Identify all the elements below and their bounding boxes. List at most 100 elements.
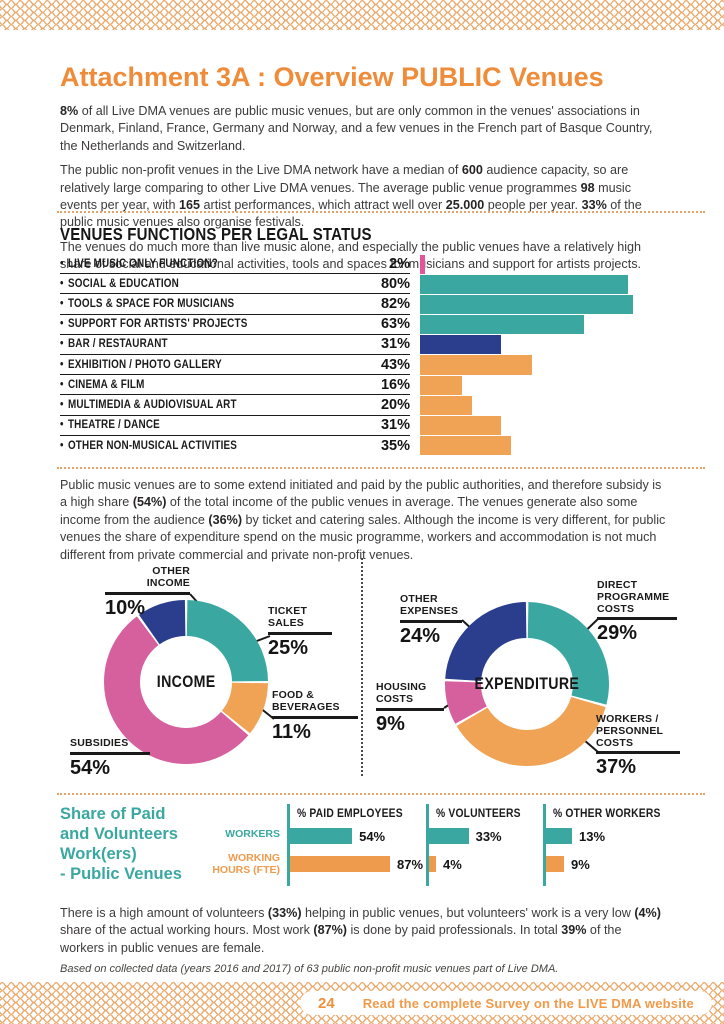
working-hours-row-label: WORKING HOURS (FTE) (212, 852, 280, 877)
text-segment: of the public music venues also organise… (60, 197, 642, 230)
functions-chart-title: VENUES FUNCTIONS PER LEGAL STATUS (60, 224, 372, 244)
function-label: • SUPPORT FOR ARTISTS' PROJECTS (60, 318, 248, 331)
workers-bar-row: 54% (290, 828, 385, 844)
workers-table-column: % PAID EMPLOYEES 54% 87% (287, 804, 424, 886)
intro-paragraph-1: 8% of all Live DMA venues are public mus… (60, 103, 668, 155)
bullet-icon: • (60, 358, 64, 371)
expenditure-donut-chart (445, 602, 609, 766)
function-bar (420, 274, 628, 294)
text-segment: of all Live DMA venues are public music … (60, 104, 653, 153)
function-row: • MULTIMEDIA & AUDIOVISUAL ART 20% (60, 395, 668, 416)
text-segment: people per year. (484, 197, 582, 212)
function-percentage: 31% (380, 417, 410, 434)
text-segment: helping in public venues, but volunteers… (301, 906, 635, 920)
donut-slice (445, 602, 609, 766)
function-label: • EXHIBITION / PHOTO GALLERY (60, 358, 222, 371)
function-label: • MULTIMEDIA & AUDIOVISUAL ART (60, 398, 237, 411)
function-row: • SOCIAL & EDUCATION 80% (60, 274, 668, 295)
highlighted-value: 98 (580, 180, 595, 195)
highlighted-value: 25.000 (445, 197, 485, 212)
function-bar (420, 375, 462, 395)
function-percentage: 63% (380, 316, 410, 333)
workers-bar (429, 856, 436, 872)
page-title: Attachment 3A : Overview PUBLIC Venues (60, 62, 604, 93)
highlighted-value: 33% (581, 197, 607, 212)
workers-bar-row: 13% (546, 828, 605, 844)
bullet-icon: • (60, 439, 64, 452)
highlighted-value: 39% (561, 923, 587, 938)
text-segment: is done by paid professionals. In total (346, 923, 562, 938)
footnote: Based on collected data (years 2016 and … (60, 963, 559, 975)
workers-bar (290, 828, 353, 844)
highlighted-value: (36%) (208, 512, 243, 527)
donut-slice (445, 602, 609, 766)
function-percentage: 82% (380, 295, 410, 312)
bullet-icon: • (60, 338, 64, 351)
function-row: • LIVE MUSIC ONLY FUNCTION? 2% (60, 254, 668, 275)
highlighted-value: (33%) (267, 906, 302, 920)
function-percentage: 80% (380, 275, 410, 292)
function-row: • BAR / RESTAURANT 31% (60, 335, 668, 355)
workers-table-column: % OTHER WORKERS 13% 9% (543, 804, 713, 886)
function-row: • CINEMA & FILM 16% (60, 375, 668, 396)
text-segment: of the total income of the public venues… (60, 495, 638, 527)
bullet-icon: • (60, 277, 64, 290)
text-segment: The public non-profit venues in the Live… (60, 163, 462, 178)
expenditure-label-other-expenses: OTHER EXPENSES 24% (400, 593, 462, 648)
top-zigzag-border (0, 0, 724, 30)
expenditure-donut-center-label: EXPENDITURE (474, 675, 580, 693)
expenditure-label-workers-costs: WORKERS / PERSONNEL COSTS 37% (596, 713, 680, 779)
income-donut-center-label: INCOME (156, 673, 216, 691)
workers-bar-percentage: 4% (443, 856, 462, 872)
donut-slice (104, 600, 268, 764)
function-bar (420, 355, 532, 375)
function-label: • LIVE MUSIC ONLY FUNCTION? (60, 257, 218, 270)
workers-bar-row: 4% (429, 856, 462, 872)
text-segment: There is a high amount of volunteers (60, 906, 268, 920)
workers-row-label: WORKERS (225, 828, 280, 840)
column-header: % VOLUNTEERS (436, 806, 521, 820)
dotted-divider (57, 467, 705, 469)
expenditure-label-housing-costs: HOUSING COSTS 9% (376, 681, 444, 736)
highlighted-value: (87%) (313, 923, 347, 938)
function-label: • THEATRE / DANCE (60, 419, 160, 432)
workers-bar-percentage: 87% (397, 856, 424, 872)
function-bar (420, 436, 511, 456)
bottom-zigzag-border: 24 Read the complete Survey on the LIVE … (0, 982, 724, 1024)
workers-table-title: Share of Paid and Volunteers Work(ers) -… (60, 805, 182, 884)
function-row: • SUPPORT FOR ARTISTS' PROJECTS 63% (60, 315, 668, 335)
bullet-icon: • (60, 398, 64, 411)
workers-bar-percentage: 54% (359, 828, 386, 844)
survey-link[interactable]: Read the complete Survey on the LIVE DMA… (362, 995, 694, 1011)
intro-paragraphs: 8% of all Live DMA venues are public mus… (60, 103, 668, 280)
bullet-icon: • (60, 297, 64, 310)
function-bar (420, 294, 634, 315)
zigzag-pattern (0, 0, 724, 30)
vertical-dotted-divider (361, 558, 363, 776)
function-percentage: 16% (380, 376, 410, 393)
workers-table-section: Share of Paid and Volunteers Work(ers) -… (0, 802, 724, 898)
donut-charts-section: INCOME EXPENDITURE OTHER INCOME 10% TICK… (0, 558, 724, 796)
bullet-icon: • (60, 318, 64, 331)
workers-bar (429, 828, 469, 844)
highlighted-value: 8% (60, 104, 79, 118)
bullet-icon: • (60, 257, 64, 270)
text-segment: artist performances, which attract well … (200, 197, 446, 212)
function-row: • OTHER NON-MUSICAL ACTIVITIES 35% (60, 436, 668, 456)
function-row: • THEATRE / DANCE 31% (60, 416, 668, 436)
function-label: • OTHER NON-MUSICAL ACTIVITIES (60, 439, 238, 452)
highlighted-value: 165 (179, 197, 201, 212)
text-segment: music events per year, with (60, 180, 631, 212)
function-percentage: 2% (389, 255, 410, 272)
function-row: • TOOLS & SPACE FOR MUSICIANS 82% (60, 294, 668, 315)
page-number: 24 (318, 994, 335, 1012)
function-percentage: 43% (380, 356, 410, 373)
text-segment: Public music venues are to some extend i… (60, 478, 662, 510)
text-segment: audience capacity, so are relatively lar… (60, 163, 629, 195)
text-segment: The venues do much more than live music … (60, 239, 642, 271)
function-percentage: 31% (380, 336, 410, 353)
column-header: % OTHER WORKERS (553, 806, 661, 820)
function-bar (420, 395, 472, 415)
function-percentage: 35% (380, 437, 410, 454)
function-bar (420, 254, 426, 274)
